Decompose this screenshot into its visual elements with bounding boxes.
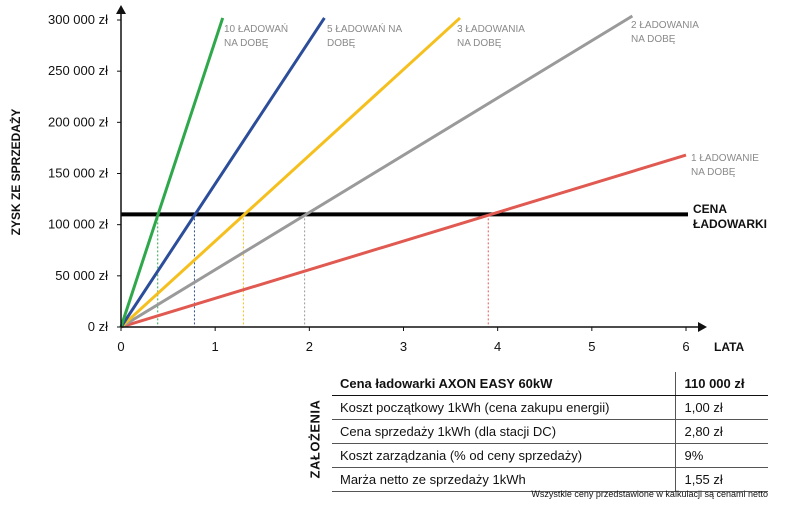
y-tick-label: 100 000 zł	[48, 217, 108, 232]
table-row: Koszt zarządzania (% od ceny sprzedaży) …	[332, 443, 768, 468]
y-tick-label: 0 zł	[88, 319, 108, 334]
table-row: Marża netto ze sprzedaży 1kWh 1,55 zł	[332, 467, 768, 492]
row-label: Marża netto ze sprzedaży 1kWh	[332, 467, 676, 492]
row-value: 1,55 zł	[675, 467, 768, 492]
x-tick-label: 2	[306, 339, 313, 354]
series-label: 1 ŁADOWANIE	[691, 153, 759, 164]
x-tick-label: 1	[212, 339, 219, 354]
assumptions-title: ZAŁOŻENIA	[300, 384, 330, 494]
y-tick-label: 250 000 zł	[48, 63, 108, 78]
row-label: Cena sprzedaży 1kWh (dla stacji DC)	[332, 419, 676, 444]
series-label: NA DOBĘ	[631, 34, 676, 45]
series-label: 2 ŁADOWANIA	[631, 20, 699, 31]
series-line	[120, 14, 634, 329]
x-tick-label: 5	[588, 339, 595, 354]
y-tick-label: 300 000 zł	[48, 12, 108, 27]
y-tick-label: 150 000 zł	[48, 166, 108, 181]
assumptions-title-text: ZAŁOŻENIA	[307, 399, 323, 479]
y-tick-label: 50 000 zł	[55, 268, 108, 283]
series-label: NA DOBĘ	[224, 38, 269, 49]
series-label: 5 ŁADOWAŃ NA	[327, 22, 403, 35]
row-label: Koszt zarządzania (% od ceny sprzedaży)	[332, 443, 676, 468]
x-tick-label: 3	[400, 339, 407, 354]
row-label: Cena ładowarki AXON EASY 60kW	[332, 372, 676, 396]
reference-label: CENA	[693, 202, 727, 216]
series-label: NA DOBĘ	[457, 38, 502, 49]
y-axis-title: ZYSK ZE SPRZEDAŻY	[8, 109, 23, 236]
assumptions-table: Cena ładowarki AXON EASY 60kW 110 000 zł…	[332, 372, 768, 492]
x-axis-arrow	[698, 322, 707, 332]
series-label: 10 ŁADOWAŃ	[224, 22, 288, 35]
series-label: 3 ŁADOWANIA	[457, 24, 525, 35]
reference-label: ŁADOWARKI	[693, 217, 767, 231]
x-axis-title: LATA	[714, 340, 745, 354]
footnote: Wszystkie ceny przedstawione w kalkulacj…	[531, 489, 768, 499]
profit-chart: 0 zł 50 000 zł 100 000 zł 150 000 zł 200 000…	[8, 5, 767, 354]
x-tick-label: 6	[682, 339, 689, 354]
table-row: Cena sprzedaży 1kWh (dla stacji DC) 2,80…	[332, 419, 768, 444]
y-axis-arrow	[116, 5, 126, 14]
series-line	[119, 16, 462, 329]
series-label: NA DOBĘ	[691, 167, 736, 178]
series-line	[120, 153, 687, 329]
series-line	[119, 17, 225, 328]
row-value: 1,00 zł	[675, 395, 768, 420]
x-tick-label: 4	[494, 339, 501, 354]
y-tick-label: 200 000 zł	[48, 114, 108, 129]
x-tick-label: 0	[117, 339, 124, 354]
row-value: 110 000 zł	[675, 372, 768, 396]
row-label: Koszt początkowy 1kWh (cena zakupu energ…	[332, 395, 676, 420]
row-value: 9%	[675, 443, 768, 468]
series-line	[119, 17, 326, 328]
row-value: 2,80 zł	[675, 419, 768, 444]
series-label: DOBĘ	[327, 38, 356, 49]
table-row: Cena ładowarki AXON EASY 60kW 110 000 zł	[332, 372, 768, 396]
table-row: Koszt początkowy 1kWh (cena zakupu energ…	[332, 395, 768, 420]
